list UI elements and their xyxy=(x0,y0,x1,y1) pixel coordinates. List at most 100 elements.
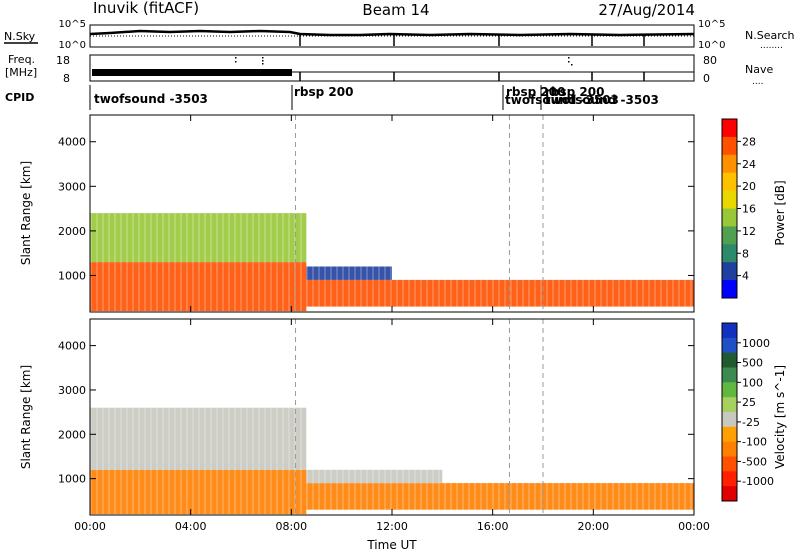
colorbar-tick-label: -500 xyxy=(742,455,767,468)
velocity-panel: 1000 2000 3000 4000 00:00 04:00 08:00 12:00 16:… xyxy=(19,318,787,533)
y-tick-label: 3000 xyxy=(58,384,86,397)
y-tick-label: 3000 xyxy=(58,180,86,193)
y-tick-label: 1000 xyxy=(58,269,86,282)
colorbar-swatch xyxy=(722,456,737,472)
x-tick-label: 08:00 xyxy=(275,520,307,533)
velocity-cpid-markers xyxy=(295,319,544,515)
colorbar-tick-label: 25 xyxy=(742,396,756,409)
cpid-program: rbsp 200 xyxy=(545,85,604,99)
cpid-panel: CPID twofsound -3503 rbsp 200 rbsp 200 t… xyxy=(5,85,659,110)
freq-label-line2: [MHz] xyxy=(5,66,37,79)
colorbar-swatch xyxy=(722,471,737,487)
station-title: Inuvik (fitACF) xyxy=(93,0,199,17)
colorbar-tick-label: 100 xyxy=(742,376,763,389)
y-tick-label: 2000 xyxy=(58,428,86,441)
x-tick-label: 00:00 xyxy=(74,520,106,533)
date-title: 27/Aug/2014 xyxy=(598,1,695,19)
nave-label: Nave xyxy=(745,63,773,76)
nsky-panel: N.Sky 10^5 10^0 10^5 10^0 N.Search .....… xyxy=(4,19,795,51)
power-cpid-markers xyxy=(295,115,544,312)
colorbar-swatch xyxy=(722,226,737,245)
x-tick-label: 04:00 xyxy=(175,520,207,533)
colorbar-swatch xyxy=(722,337,737,354)
colorbar-swatch xyxy=(722,412,737,428)
cpid-program: twofsound -3503 xyxy=(505,93,619,107)
colorbar-swatch xyxy=(722,426,737,443)
velocity-colorbar: 1000 500 100 25 -25 -100 -500 -1000 xyxy=(721,322,774,502)
colorbar-swatch xyxy=(722,136,737,156)
colorbar-tick-label: 20 xyxy=(742,180,756,193)
velocity-y-label: Slant Range [km] xyxy=(19,365,33,469)
y-tick-label: 4000 xyxy=(58,340,86,353)
nsearch-label: N.Search xyxy=(745,29,795,42)
power-colorbar: 28 24 20 16 12 8 4 xyxy=(721,118,756,299)
freq-frame xyxy=(89,54,695,82)
colorbar-tick-label: 24 xyxy=(742,158,756,171)
nsearch-legend-dots: ........ xyxy=(760,41,783,51)
colorbar-tick-label: -100 xyxy=(742,436,767,449)
colorbar-swatch xyxy=(722,397,737,413)
power-colorbar-label: Power [dB] xyxy=(773,180,787,245)
x-tick-label: 20:00 xyxy=(577,520,609,533)
freq-tick-bottom: 8 xyxy=(63,72,70,85)
y-tick-label: 2000 xyxy=(58,225,86,238)
nave-tick-bottom: 0 xyxy=(703,72,710,85)
colorbar-swatch xyxy=(722,280,737,299)
y-tick-label: 4000 xyxy=(58,136,86,149)
x-tick-label: 16:00 xyxy=(477,520,509,533)
nave-dots xyxy=(235,57,573,66)
nsky-line xyxy=(89,29,695,37)
velocity-colorbar-label: Velocity [m s^-1] xyxy=(773,365,787,469)
nsky-scan-markers xyxy=(299,34,645,46)
colorbar-tick-label: -25 xyxy=(742,416,760,429)
nave-tick-top: 80 xyxy=(703,54,717,67)
colorbar-tick-label: 500 xyxy=(742,357,763,370)
colorbar-swatch xyxy=(722,262,737,281)
y-tick-label: 1000 xyxy=(58,473,86,486)
colorbar-swatch xyxy=(722,486,737,502)
x-tick-label: 12:00 xyxy=(376,520,408,533)
nsky-tick-top: 10^5 xyxy=(59,19,86,30)
power-gap-stripes xyxy=(90,115,694,312)
nsky-tick-bottom: 10^0 xyxy=(59,40,86,51)
freq-band xyxy=(92,69,292,76)
velocity-x-axis: 00:00 04:00 08:00 12:00 16:00 20:00 00:00 xyxy=(74,319,710,533)
freq-panel: Freq. [MHz] 18 8 80 0 Nave .... xyxy=(5,53,773,87)
colorbar-tick-label: 12 xyxy=(742,225,756,238)
cpid-program: twofsound -3503 xyxy=(545,93,659,107)
colorbar-swatch xyxy=(722,208,737,227)
colorbar-tick-label: 16 xyxy=(742,203,756,216)
cpid-program: twofsound -3503 xyxy=(94,92,208,106)
x-tick-label: 00:00 xyxy=(678,520,710,533)
freq-scan-markers xyxy=(299,72,645,81)
colorbar-swatch xyxy=(722,382,737,398)
freq-tick-top: 18 xyxy=(56,54,70,67)
colorbar-tick-label: 4 xyxy=(742,270,749,283)
nsearch-tick-bottom: 10^0 xyxy=(698,40,725,51)
nsearch-tick-top: 10^5 xyxy=(698,19,725,30)
colorbar-swatch xyxy=(722,323,737,339)
cpid-program: rbsp 200 xyxy=(294,85,353,99)
cpid-label: CPID xyxy=(5,91,34,104)
colorbar-tick-label: 1000 xyxy=(742,337,770,350)
velocity-y-axis: 1000 2000 3000 4000 xyxy=(58,340,694,486)
colorbar-swatch xyxy=(722,244,737,263)
x-axis-label: Time UT xyxy=(366,538,417,552)
colorbar-swatch xyxy=(722,190,737,209)
colorbar-tick-label: 28 xyxy=(742,135,756,148)
velocity-gap-stripes xyxy=(90,319,694,515)
power-y-axis: 1000 2000 3000 4000 xyxy=(58,136,694,282)
colorbar-swatch xyxy=(722,441,737,457)
colorbar-swatch xyxy=(722,352,737,368)
power-x-ticks xyxy=(89,115,695,312)
colorbar-swatch xyxy=(722,367,737,383)
beam-title: Beam 14 xyxy=(362,1,429,19)
colorbar-swatch xyxy=(722,172,737,192)
colorbar-swatch xyxy=(722,154,737,174)
colorbar-tick-label: 8 xyxy=(742,247,749,260)
power-y-label: Slant Range [km] xyxy=(19,161,33,265)
cpid-program: rbsp 200 xyxy=(506,85,565,99)
nave-legend-dots: .... xyxy=(752,77,763,87)
colorbar-swatch xyxy=(722,119,737,138)
